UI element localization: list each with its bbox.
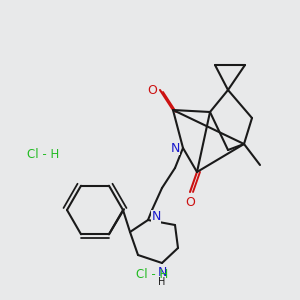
Text: H: H xyxy=(158,277,166,287)
Text: N: N xyxy=(170,142,180,154)
Text: Cl - H: Cl - H xyxy=(27,148,59,161)
Text: O: O xyxy=(147,83,157,97)
Text: O: O xyxy=(185,196,195,208)
Text: N: N xyxy=(157,266,167,280)
Text: Cl - H: Cl - H xyxy=(136,268,168,281)
Text: N: N xyxy=(151,211,161,224)
